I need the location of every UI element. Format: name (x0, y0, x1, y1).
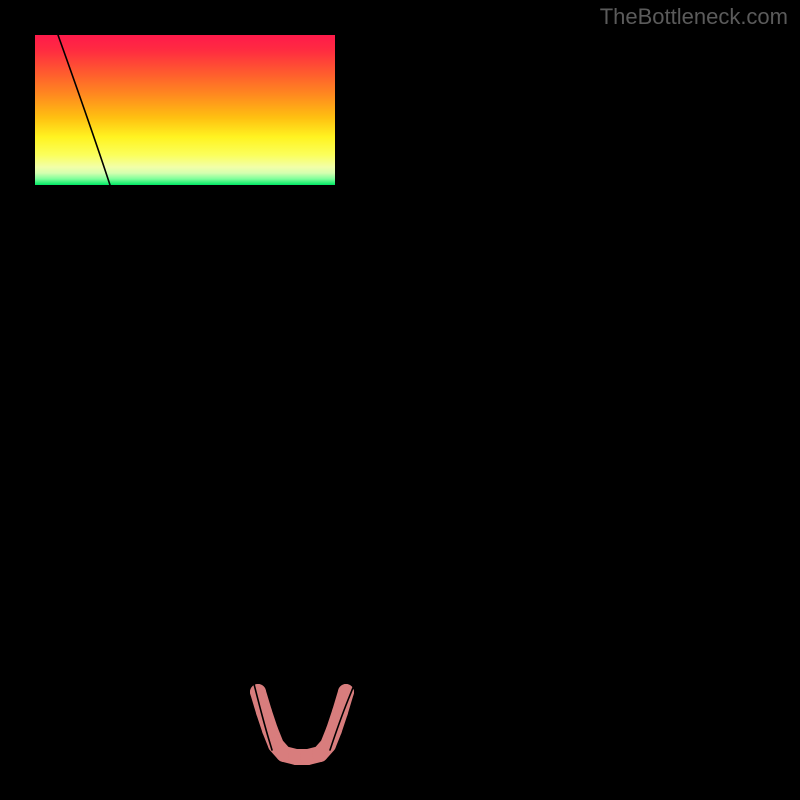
plot-area (35, 35, 765, 765)
bottleneck-curve (58, 35, 765, 750)
chart-stage: TheBottleneck.com (0, 0, 800, 800)
curve-layer (35, 35, 765, 765)
watermark-text: TheBottleneck.com (600, 4, 788, 30)
